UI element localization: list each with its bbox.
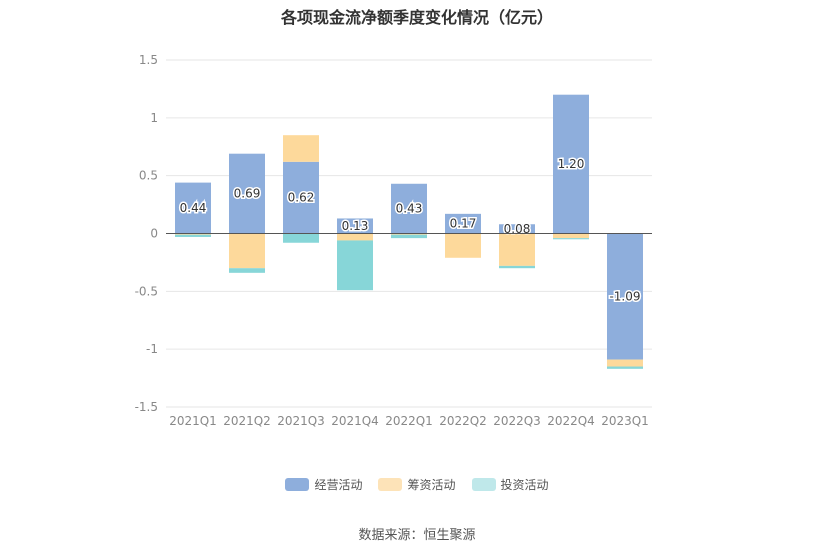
bar-investing xyxy=(391,234,427,239)
bar-financing xyxy=(445,233,481,258)
bar-operating xyxy=(175,182,211,234)
legend-label-investing: 投资活动 xyxy=(500,478,549,492)
data-label: 0.17 xyxy=(450,217,477,231)
y-tick-label: 1.5 xyxy=(139,53,158,67)
bar-operating xyxy=(391,183,427,234)
bar-financing xyxy=(283,135,319,162)
bar-financing xyxy=(607,359,643,367)
bar-investing xyxy=(283,233,319,243)
data-source: 数据来源：恒生聚源 xyxy=(358,528,476,543)
legend-label-financing: 筹资活动 xyxy=(407,478,456,492)
x-tick-label: 2021Q2 xyxy=(223,414,271,428)
bar-operating xyxy=(283,161,319,234)
bar-financing xyxy=(499,233,535,266)
bar-financing xyxy=(337,233,373,241)
legend-swatch-investing xyxy=(471,478,496,491)
chart-title: 各项现金流净额季度变化情况（亿元） xyxy=(280,8,553,27)
y-tick-label: 0.5 xyxy=(139,169,158,183)
bar-investing xyxy=(229,268,265,273)
bar-investing xyxy=(175,234,211,237)
bar-financing xyxy=(175,233,211,235)
data-label: 1.20 xyxy=(558,157,585,171)
cashflow-chart: 1.5 1 0.5 0 -0.5 -1 -1.5 2021Q1 0.44 2021Q2 0.69 20… xyxy=(135,53,652,428)
bar-operating xyxy=(445,213,481,234)
x-tick-label: 2021Q4 xyxy=(331,414,379,428)
bar-investing xyxy=(553,238,589,240)
data-label: 0.44 xyxy=(180,201,207,215)
data-label: -1.09 xyxy=(609,290,640,304)
bar-investing xyxy=(337,240,373,291)
bar-financing xyxy=(229,233,265,269)
legend-item-investing[interactable]: 投资活动 xyxy=(471,476,549,493)
x-tick-label: 2021Q1 xyxy=(169,414,217,428)
legend-label-operating: 经营活动 xyxy=(314,478,363,492)
bar-financing xyxy=(553,233,589,239)
bar-operating xyxy=(607,233,643,360)
y-tick-label: -1 xyxy=(146,342,158,356)
legend-item-operating[interactable]: 经营活动 xyxy=(285,476,362,493)
legend-item-financing[interactable]: 筹资活动 xyxy=(378,476,456,493)
data-label: 0.69 xyxy=(234,187,261,201)
x-tick-label: 2022Q2 xyxy=(439,414,487,428)
legend-swatch-financing xyxy=(378,478,403,491)
bar-operating xyxy=(337,218,373,234)
bar-investing xyxy=(499,265,535,269)
x-tick-label: 2022Q1 xyxy=(385,414,433,428)
y-tick-label: 0 xyxy=(150,227,158,241)
data-label: 0.43 xyxy=(396,202,423,216)
bar-operating xyxy=(553,94,589,234)
bar-financing xyxy=(391,233,427,235)
bar-investing xyxy=(607,366,643,369)
x-tick-label: 2021Q3 xyxy=(277,414,325,428)
bar-operating xyxy=(499,224,535,234)
chart-legend: 经营活动 筹资活动 投资活动 xyxy=(0,476,834,493)
data-label: 0.62 xyxy=(288,191,315,205)
y-tick-label: -1.5 xyxy=(135,400,158,414)
y-tick-label: -0.5 xyxy=(135,284,158,298)
bar-operating xyxy=(229,153,265,234)
y-tick-label: 1 xyxy=(150,111,158,125)
legend-swatch-operating xyxy=(285,478,310,491)
x-tick-label: 2023Q1 xyxy=(601,414,649,428)
data-label: 0.13 xyxy=(342,219,369,233)
x-tick-label: 2022Q3 xyxy=(493,414,541,428)
x-tick-label: 2022Q4 xyxy=(547,414,595,428)
